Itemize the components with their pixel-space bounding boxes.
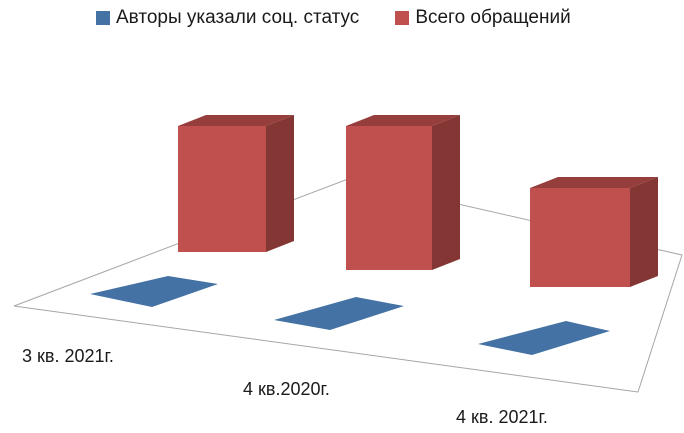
- bar-total-2-top: [530, 177, 658, 188]
- bar-total-0: [178, 126, 266, 252]
- bar-total-2: [530, 188, 630, 287]
- legend-swatch-status: [96, 11, 110, 25]
- chart-marks: [90, 115, 658, 355]
- bar-status-2: [478, 321, 610, 355]
- legend-label-total: Всего обращений: [415, 7, 571, 28]
- bar-total-0-top: [178, 115, 294, 126]
- bar-total-0-side: [266, 115, 294, 252]
- legend-label-status: Авторы указали соц. статус: [116, 7, 360, 28]
- legend-swatch-total: [395, 11, 410, 25]
- bar-total-1-side: [432, 115, 460, 270]
- bar-total-1-top: [346, 115, 460, 126]
- category-label-1: 4 кв.2020г.: [243, 379, 330, 399]
- bar-total-2-side: [630, 177, 658, 287]
- bar-status-0: [90, 276, 218, 307]
- legend: Авторы указали соц. статус Всего обращен…: [96, 7, 571, 29]
- legend-item-status: Авторы указали соц. статус: [96, 7, 359, 29]
- category-label-2: 4 кв. 2021г.: [456, 407, 548, 427]
- legend-item-total: Всего обращений: [395, 7, 571, 29]
- category-label-0: 3 кв. 2021г.: [22, 346, 114, 366]
- bar-total-1: [346, 126, 432, 270]
- bar-status-1: [274, 297, 404, 330]
